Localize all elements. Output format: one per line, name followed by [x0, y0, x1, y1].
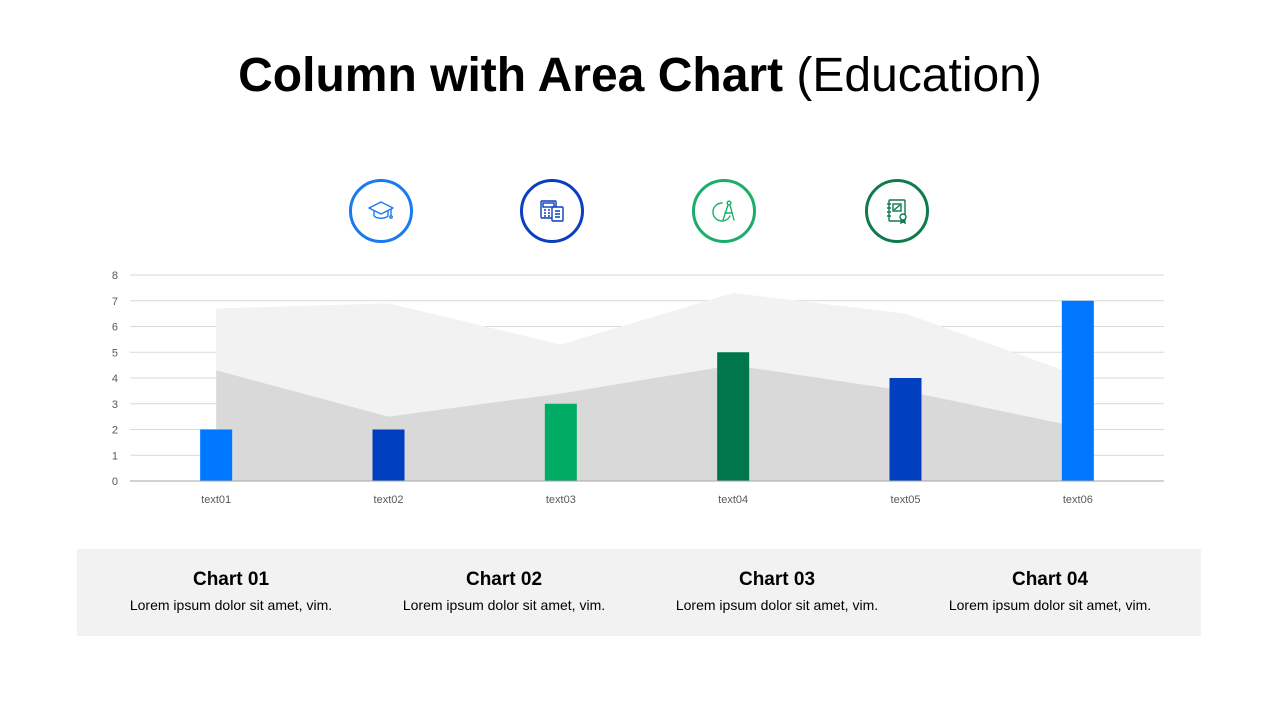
calculator-icon — [520, 179, 584, 243]
page-title: Column with Area Chart (Education) — [0, 44, 1280, 108]
certificate-book-icon — [865, 179, 929, 243]
card-title: Chart 02 — [465, 569, 543, 590]
x-tick-label: text01 — [201, 494, 231, 506]
description-card-4: Chart 04 Lorem ipsum dolor sit amet, vim… — [920, 567, 1180, 616]
y-tick-label: 1 — [112, 450, 118, 462]
compass-icon — [692, 179, 756, 243]
card-title: Chart 01 — [192, 569, 270, 590]
y-tick-label: 2 — [112, 425, 118, 437]
card-description: Lorem ipsum dolor sit amet, vim. — [675, 597, 879, 613]
card-title: Chart 04 — [1011, 569, 1089, 590]
y-tick-label: 6 — [112, 322, 118, 334]
y-tick-label: 7 — [112, 296, 118, 308]
description-card-2: Chart 02 Lorem ipsum dolor sit amet, vim… — [374, 567, 634, 616]
card-description: Lorem ipsum dolor sit amet, vim. — [402, 597, 606, 613]
area-series-lower — [216, 365, 1078, 481]
x-tick-label: text02 — [374, 494, 404, 506]
description-card-3: Chart 03 Lorem ipsum dolor sit amet, vim… — [647, 567, 907, 616]
y-tick-label: 4 — [112, 373, 118, 385]
x-tick-label: text05 — [891, 494, 921, 506]
y-tick-label: 5 — [112, 347, 118, 359]
title-main: Column with Area Chart — [238, 49, 784, 102]
bar-text05 — [889, 378, 922, 481]
bar-text03 — [544, 403, 577, 481]
chart-descriptions-panel: Chart 01 Lorem ipsum dolor sit amet, vim… — [77, 549, 1201, 636]
title-subtitle: (Education) — [796, 49, 1042, 102]
x-tick-label: text04 — [718, 494, 748, 506]
bar-text02 — [372, 429, 405, 481]
x-tick-label: text06 — [1063, 494, 1093, 506]
bar-text01 — [200, 429, 233, 481]
card-description: Lorem ipsum dolor sit amet, vim. — [948, 597, 1152, 613]
description-card-1: Chart 01 Lorem ipsum dolor sit amet, vim… — [101, 567, 361, 616]
card-title: Chart 03 — [738, 569, 816, 590]
area-series-upper — [216, 293, 1078, 427]
y-tick-label: 3 — [112, 399, 118, 411]
y-tick-label: 8 — [112, 270, 118, 282]
bar-text04 — [717, 352, 750, 481]
x-tick-label: text03 — [546, 494, 576, 506]
graduation-cap-icon — [349, 179, 413, 243]
bar-text06 — [1061, 300, 1094, 481]
column-area-chart: 0 1 2 3 4 5 6 7 8 text01 text02 text03 text04 text05 t… — [112, 270, 1164, 506]
y-tick-label: 0 — [112, 476, 118, 488]
card-description: Lorem ipsum dolor sit amet, vim. — [129, 597, 333, 613]
